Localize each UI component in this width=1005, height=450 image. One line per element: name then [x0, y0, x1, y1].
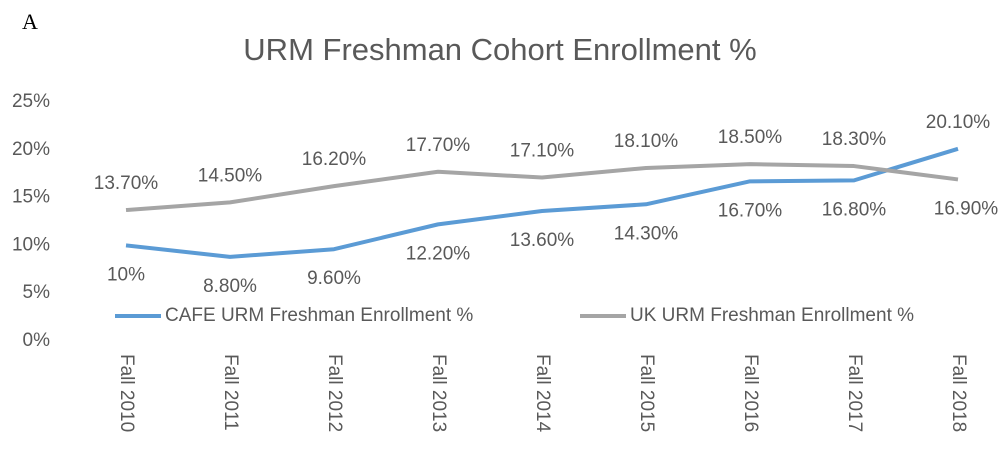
data-label: 13.70%: [94, 173, 159, 194]
x-tick-label: Fall 2014: [532, 354, 553, 433]
series-line: [125, 146, 959, 259]
y-tick-label: 25%: [12, 91, 50, 112]
data-label: 14.50%: [198, 165, 263, 186]
data-label: 16.20%: [302, 149, 367, 170]
data-label: 16.80%: [822, 199, 887, 220]
data-label: 14.30%: [614, 223, 679, 244]
data-label: 9.60%: [307, 268, 361, 289]
x-tick-label: Fall 2016: [740, 354, 761, 432]
y-tick-label: 5%: [23, 282, 51, 303]
data-label: 17.70%: [406, 135, 471, 156]
chart-title: URM Freshman Cohort Enrollment %: [243, 32, 756, 67]
data-label: 18.10%: [614, 131, 679, 152]
y-tick-label: 15%: [12, 187, 50, 208]
x-tick-label: Fall 2018: [948, 354, 969, 432]
data-label: 20.10%: [926, 112, 991, 133]
data-label: 12.20%: [406, 243, 471, 264]
data-label: 17.10%: [510, 141, 575, 162]
legend-label: UK URM Freshman Enrollment %: [630, 305, 914, 326]
x-tick-label: Fall 2015: [636, 354, 657, 432]
data-label: 8.80%: [203, 276, 257, 297]
series-line: [125, 162, 959, 213]
legend-label: CAFE URM Freshman Enrollment %: [165, 305, 473, 326]
y-tick-label: 10%: [12, 234, 50, 255]
data-label: 18.30%: [822, 129, 887, 150]
x-tick-label: Fall 2017: [844, 354, 865, 432]
data-label: 13.60%: [510, 230, 575, 251]
x-tick-label: Fall 2012: [324, 354, 345, 432]
x-tick-label: Fall 2010: [116, 354, 137, 432]
data-label: 10%: [107, 264, 145, 285]
y-tick-label: 0%: [23, 330, 51, 351]
panel-label: A: [22, 9, 38, 34]
x-tick-label: Fall 2013: [428, 354, 449, 432]
data-label: 18.50%: [718, 127, 783, 148]
x-tick-label: Fall 2011: [220, 354, 241, 431]
y-tick-label: 20%: [12, 139, 50, 160]
data-label: 16.70%: [718, 200, 783, 221]
data-label: 16.90%: [934, 198, 999, 219]
